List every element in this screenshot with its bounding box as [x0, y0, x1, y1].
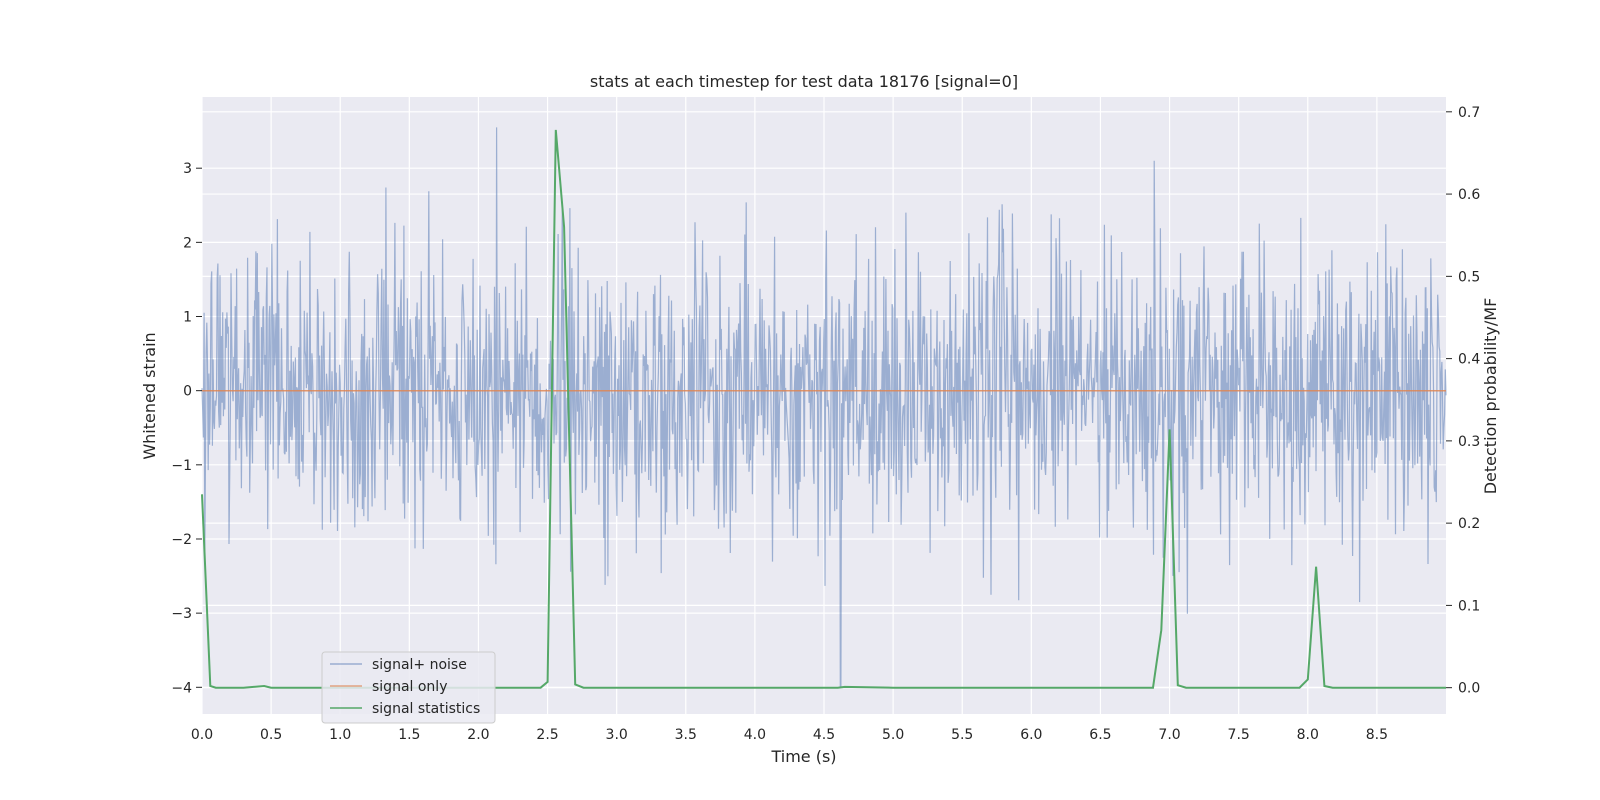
y2-tick-label: 0.4 [1458, 352, 1480, 368]
y2-tick-label: 0.5 [1458, 269, 1480, 285]
x-tick-label: 2.0 [467, 727, 489, 743]
chart-title: stats at each timestep for test data 181… [590, 72, 1018, 91]
y-tick-label: 2 [183, 235, 192, 251]
legend: signal+ noise signal only signal statist… [321, 651, 496, 724]
x-tick-label: 6.0 [1020, 727, 1042, 743]
legend-label-signal-plus-noise: signal+ noise [372, 657, 467, 673]
x-tick-label: 7.5 [1228, 727, 1250, 743]
x-tick-label: 4.5 [813, 727, 835, 743]
y-tick-label: 3 [183, 161, 192, 177]
y2-tick-label: 0.6 [1458, 187, 1480, 203]
y2-tick-label: 0.2 [1458, 516, 1480, 532]
y2-tick-label: 0.0 [1458, 681, 1480, 697]
y2-tick-label: 0.1 [1458, 598, 1480, 614]
x-tick-label: 1.0 [329, 727, 351, 743]
y2-axis-ticks: 0.7 0.6 0.5 0.4 0.3 0.2 0.1 0.0 [1446, 105, 1480, 697]
x-axis-label: Time (s) [770, 747, 836, 766]
x-tick-label: 0.0 [191, 727, 213, 743]
signal-statistics-line [201, 129, 1446, 689]
y-axis-ticks: 3 2 1 0 −1 −2 −3 −4 [171, 161, 202, 696]
x-tick-label: 6.5 [1089, 727, 1111, 743]
x-tick-label: 7.0 [1158, 727, 1180, 743]
x-tick-label: 4.0 [744, 727, 766, 743]
legend-label-signal-statistics: signal statistics [372, 701, 480, 717]
x-axis-ticks: 0.0 0.5 1.0 1.5 2.0 2.5 3.0 3.5 4.0 4.5 5.0 5.5 6.0 6… [191, 727, 1388, 743]
x-tick-label: 3.5 [675, 727, 697, 743]
x-tick-label: 0.5 [260, 727, 282, 743]
x-tick-label: 8.5 [1366, 727, 1388, 743]
y2-tick-label: 0.3 [1458, 434, 1480, 450]
y-tick-label: 1 [183, 310, 192, 326]
y-tick-label: −4 [171, 680, 192, 696]
x-tick-label: 5.5 [951, 727, 973, 743]
x-tick-label: 2.5 [536, 727, 558, 743]
signal-plus-noise-line [201, 127, 1447, 688]
x-tick-label: 8.0 [1297, 727, 1319, 743]
y-tick-label: −3 [171, 606, 192, 622]
y-tick-label: 0 [183, 384, 192, 400]
legend-box [321, 651, 496, 724]
y-tick-label: −2 [171, 532, 192, 548]
x-tick-label: 1.5 [398, 727, 420, 743]
y-axis-label: Whitened strain [140, 332, 159, 459]
series-signal-statistics [201, 129, 1446, 689]
x-tick-label: 5.0 [882, 727, 904, 743]
x-tick-label: 3.0 [606, 727, 628, 743]
legend-label-signal-only: signal only [372, 679, 447, 695]
y-tick-label: −1 [171, 458, 192, 474]
y2-tick-label: 0.7 [1458, 105, 1480, 121]
y2-axis-label: Detection probability/MF [1481, 298, 1500, 495]
series-signal-plus-noise [201, 127, 1447, 688]
